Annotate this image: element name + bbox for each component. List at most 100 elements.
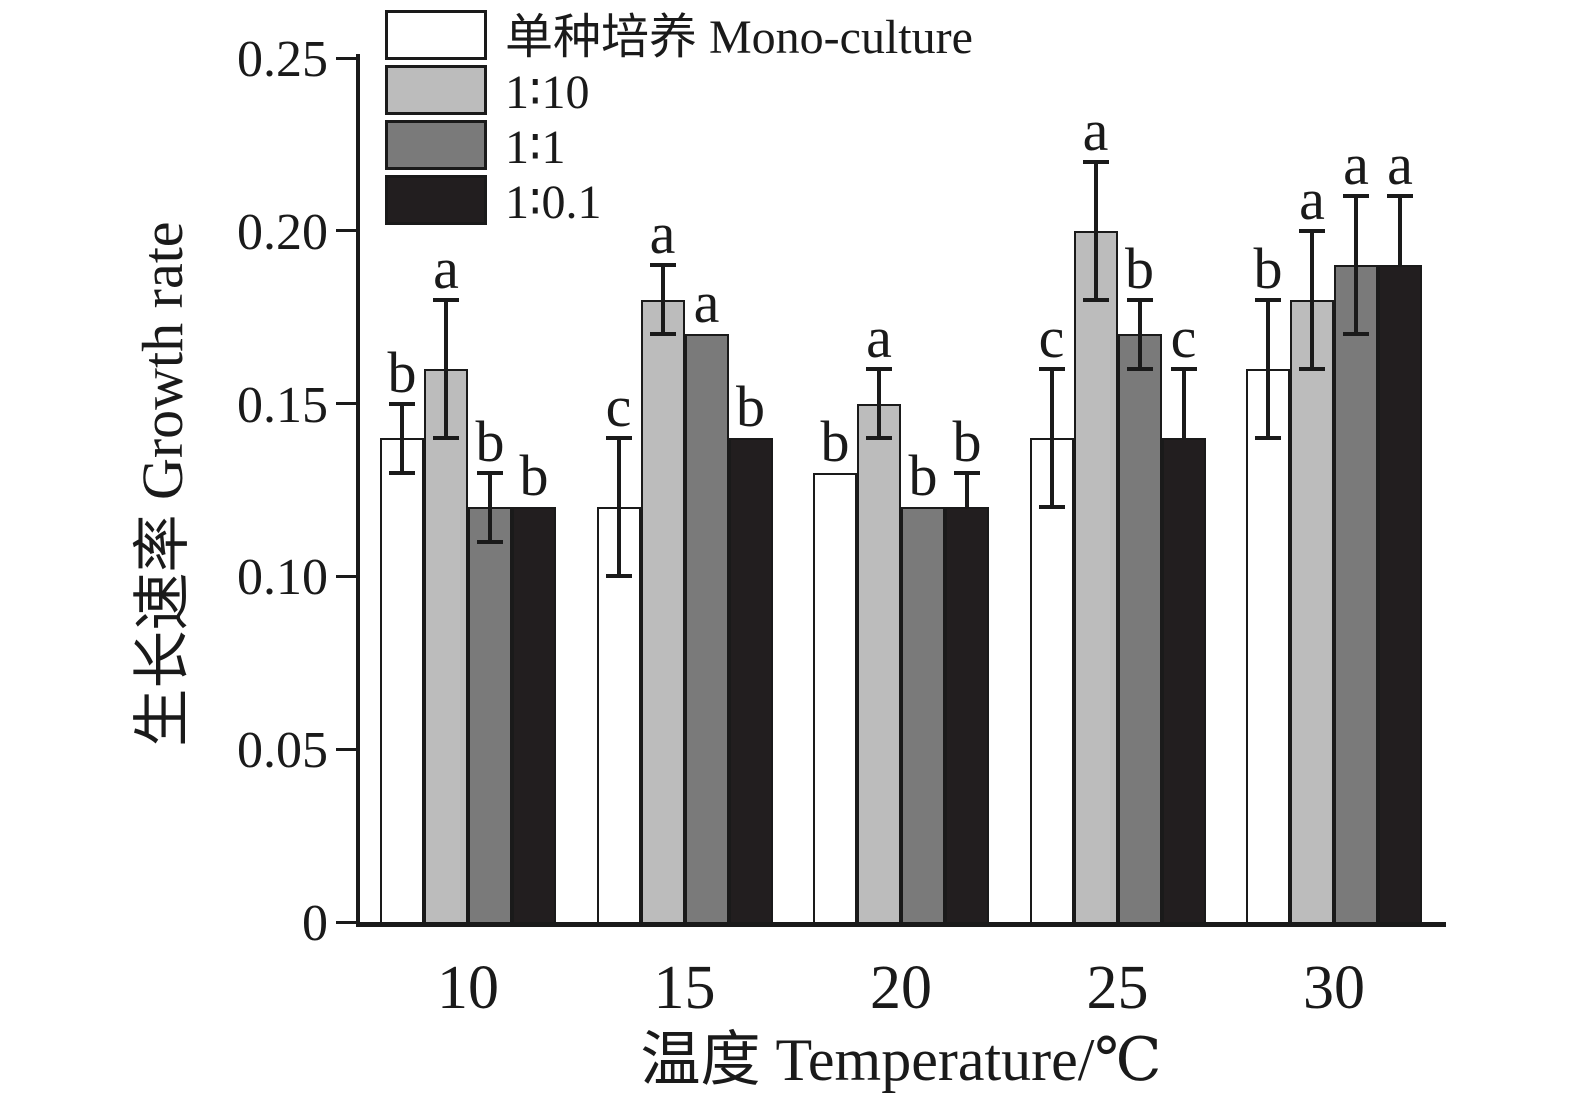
- significance-letter-series3-temp20: b: [908, 443, 938, 509]
- error-bar-series2-temp30: [1310, 230, 1314, 370]
- legend-label-series3: 1∶1: [505, 121, 566, 174]
- x-tick-label-20: 20: [870, 954, 932, 1022]
- bar-series2-temp10: [424, 369, 468, 924]
- error-bar-series4-temp30: [1398, 196, 1402, 266]
- y-tick-label-0.10: 0.10: [237, 549, 328, 607]
- error-bar-cap-bottom-series1-temp25: [1038, 505, 1065, 510]
- significance-letter-series3-temp10: b: [475, 408, 505, 474]
- error-bar-cap-top-series3-temp30: [1343, 194, 1369, 199]
- error-bar-cap-top-series4-temp25: [1170, 367, 1197, 372]
- error-bar-cap-top-series1-temp10: [389, 401, 415, 406]
- x-tick-label-10: 10: [437, 954, 499, 1022]
- error-bar-series3-temp25: [1137, 299, 1142, 370]
- significance-letter-series1-temp30: b: [1253, 235, 1283, 301]
- error-bar-series1-temp10: [400, 403, 404, 473]
- significance-letter-series2-temp10: a: [433, 235, 459, 301]
- error-bar-cap-top-series1-temp25: [1038, 367, 1065, 372]
- bar-series3-temp15: [684, 334, 729, 924]
- legend-swatch-series4: [385, 175, 487, 225]
- bar-series3-temp10: [468, 507, 512, 924]
- error-bar-cap-top-series1-temp15: [605, 436, 632, 441]
- legend-swatch-series2: [385, 65, 487, 115]
- error-bar-cap-top-series4-temp20: [954, 470, 980, 475]
- error-bar-cap-top-series2-temp20: [866, 367, 892, 372]
- error-bar-cap-bottom-series1-temp10: [389, 470, 415, 475]
- legend-label-series2: 1∶10: [505, 66, 590, 119]
- x-tick-label-25: 25: [1086, 954, 1149, 1022]
- error-bar-cap-top-series2-temp15: [649, 263, 676, 268]
- y-tick-label-0.15: 0.15: [237, 376, 328, 434]
- error-bar-cap-top-series2-temp30: [1299, 228, 1325, 233]
- bar-series4-temp10: [512, 507, 556, 924]
- significance-letter-series4-temp15: b: [736, 374, 765, 440]
- significance-letter-series2-temp30: a: [1299, 166, 1325, 232]
- error-bar-series3-temp10: [488, 472, 492, 542]
- error-bar-cap-bottom-series3-temp25: [1126, 367, 1153, 372]
- error-bar-cap-bottom-series1-temp15: [605, 574, 632, 579]
- y-axis-tick-0.25: [336, 56, 358, 60]
- y-axis-tick-0.20: [336, 229, 358, 233]
- error-bar-series2-temp10: [444, 299, 448, 439]
- significance-letter-series2-temp20: a: [866, 305, 892, 371]
- bar-series4-temp25: [1161, 438, 1206, 924]
- error-bar-cap-bottom-series3-temp30: [1343, 332, 1369, 337]
- bar-series3-temp25: [1117, 334, 1162, 924]
- bar-series2-temp15: [640, 299, 685, 924]
- significance-letter-series4-temp20: b: [952, 408, 982, 474]
- error-bar-series1-temp30: [1266, 299, 1270, 439]
- significance-letter-series1-temp10: b: [387, 339, 417, 405]
- error-bar-cap-bottom-series3-temp10: [477, 539, 503, 544]
- bar-series3-temp20: [901, 507, 945, 924]
- error-bar-series2-temp15: [660, 265, 665, 335]
- error-bar-series4-temp25: [1181, 369, 1186, 439]
- error-bar-cap-top-series2-temp10: [433, 297, 459, 302]
- bar-series1-temp20: [813, 472, 857, 924]
- error-bar-cap-bottom-series2-temp15: [649, 332, 676, 337]
- y-axis-line: [356, 54, 360, 927]
- bar-series3-temp30: [1334, 265, 1378, 924]
- significance-letter-series1-temp15: c: [605, 374, 632, 440]
- error-bar-cap-bottom-series2-temp25: [1082, 297, 1109, 302]
- x-tick-label-30: 30: [1303, 954, 1365, 1022]
- x-axis-line: [356, 922, 1446, 927]
- bar-series4-temp15: [728, 438, 773, 924]
- significance-letter-series4-temp30: a: [1387, 132, 1413, 198]
- error-bar-cap-top-series2-temp25: [1082, 159, 1109, 164]
- y-tick-label-0.25: 0.25: [237, 31, 328, 88]
- y-axis-tick-0.10: [336, 574, 358, 578]
- significance-letter-series4-temp25: c: [1170, 305, 1197, 371]
- significance-letter-series2-temp15: a: [649, 201, 676, 267]
- legend-label-series1: 单种培养 Mono-culture: [505, 11, 973, 64]
- error-bar-cap-top-series1-temp30: [1255, 297, 1281, 302]
- bar-series4-temp20: [945, 507, 989, 924]
- error-bar-cap-bottom-series1-temp30: [1255, 436, 1281, 441]
- error-bar-cap-bottom-series2-temp30: [1299, 367, 1325, 372]
- y-tick-label-0.05: 0.05: [237, 722, 328, 780]
- error-bar-cap-bottom-series2-temp20: [866, 436, 892, 441]
- bar-series1-temp30: [1246, 369, 1290, 924]
- error-bar-series4-temp20: [965, 472, 969, 508]
- error-bar-series1-temp25: [1049, 369, 1054, 508]
- bar-series2-temp30: [1290, 299, 1334, 924]
- bar-series2-temp20: [857, 403, 901, 924]
- significance-letter-series2-temp25: a: [1082, 97, 1109, 163]
- y-tick-label-0: 0: [302, 895, 328, 952]
- y-axis-title: 生长速率 Growth rate: [130, 221, 195, 747]
- legend-label-series4: 1∶0.1: [505, 176, 602, 229]
- bar-series1-temp10: [380, 438, 424, 924]
- significance-letter-series1-temp25: c: [1038, 305, 1065, 371]
- error-bar-cap-top-series3-temp25: [1126, 297, 1153, 302]
- y-tick-label-0.20: 0.20: [237, 203, 328, 261]
- significance-letter-series1-temp20: b: [820, 408, 850, 474]
- y-axis-tick-0: [336, 920, 358, 924]
- x-axis-title: 温度 Temperature/℃: [640, 1027, 1162, 1093]
- error-bar-cap-top-series4-temp30: [1387, 194, 1413, 199]
- error-bar-series2-temp20: [877, 369, 881, 439]
- x-tick-label-15: 15: [653, 954, 716, 1022]
- significance-letter-series3-temp30: a: [1343, 132, 1369, 198]
- significance-letter-series3-temp15: a: [693, 270, 720, 336]
- legend-swatch-series1: [385, 10, 487, 60]
- significance-letter-series4-temp10: b: [519, 443, 549, 509]
- error-bar-series2-temp25: [1093, 161, 1098, 300]
- legend-swatch-series3: [385, 120, 487, 170]
